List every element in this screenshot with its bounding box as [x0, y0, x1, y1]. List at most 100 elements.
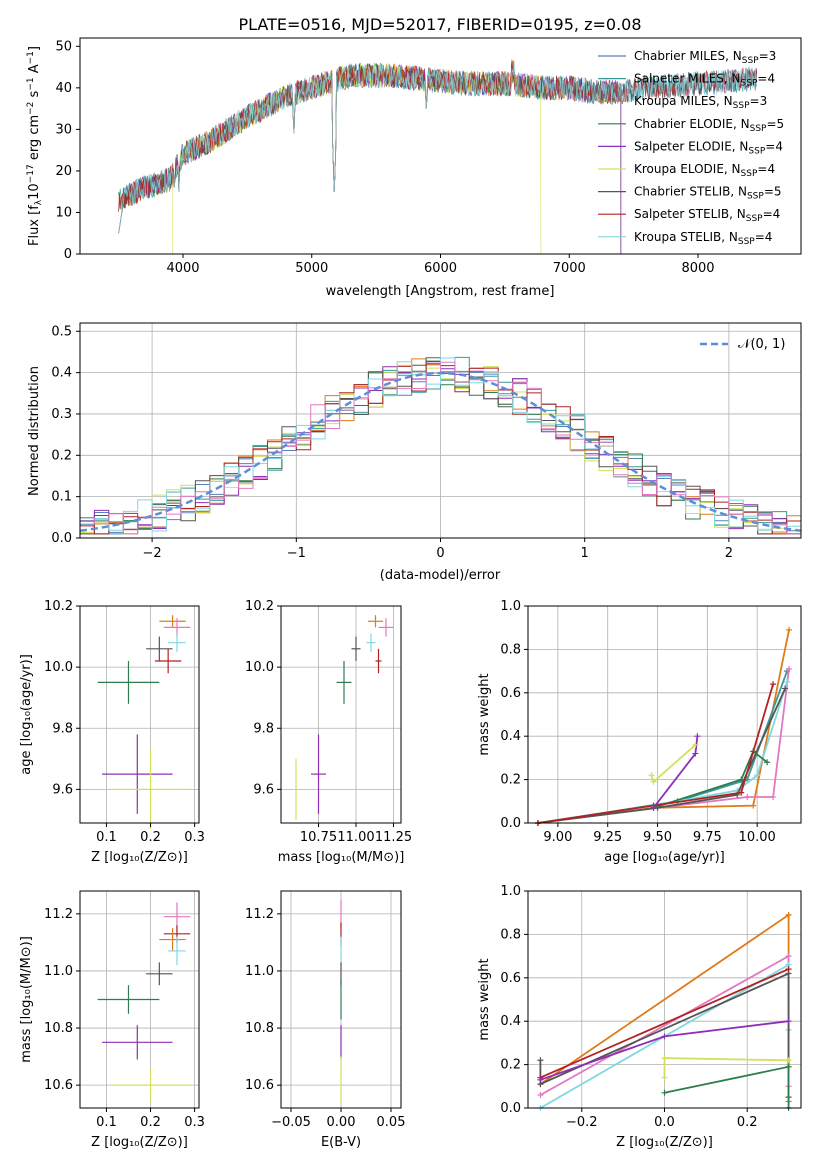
weight-marker-salpeter_elodie: [537, 1076, 544, 1083]
panel-ytick-label: 1.0: [500, 884, 521, 899]
weight-marker-kroupa_miles: [785, 911, 792, 918]
panel-ylabel: mass [log₁₀(M/M⊙)]: [19, 936, 34, 1063]
spectrum-plot-area: [118, 59, 758, 255]
panel-xtick-label: 9.00: [543, 830, 572, 845]
weight-line-salpeter_miles: [537, 670, 788, 824]
weight-marker-salpeter_elodie: [661, 1033, 668, 1040]
weight-marker-chabrier_elodie: [661, 1089, 668, 1096]
panel-ytick-label: 0.4: [500, 729, 521, 744]
weight-marker-kroupa_stelib: [754, 772, 761, 779]
panel-ytick-label: 11.0: [44, 964, 73, 979]
panel-ytick-label: 1.0: [500, 599, 521, 614]
panel-ytick-label: 0.6: [500, 686, 521, 701]
panel-ytick-label: 10.2: [44, 599, 73, 614]
mass-age-panel: 10.75 11.00 11.25 9.6 9.8 10.0 10.2 mass [log₁₀…: [245, 599, 412, 865]
weight-line-chabrier_stelib: [537, 688, 786, 824]
weight-line-kroupa_stelib: [653, 681, 788, 807]
panel-ytick-label: 10.6: [245, 1078, 274, 1093]
panel-ytick-label: 0.2: [500, 1058, 521, 1073]
panel-xtick-label: 10.75: [300, 830, 337, 845]
panel-frame: [79, 605, 200, 824]
panel-xtick-label: 9.50: [643, 830, 672, 845]
weight-line-salpeter_stelib: [540, 968, 789, 1079]
panel-ticks: 9.00 9.25 9.50 9.75 10.00 0.0 0.2 0.4 0.6 0.8 1.0: [500, 599, 775, 845]
panel-grid: [528, 605, 801, 824]
panel-xtick-label: 11.00: [337, 830, 374, 845]
panel-xtick-label: 10.00: [739, 830, 776, 845]
panel-xtick-label: 0.00: [327, 1115, 356, 1130]
weight-marker-salpeter_elodie: [694, 733, 701, 740]
weight-marker-kroupa_elodie: [661, 1074, 668, 1081]
spectrum-xtick-label: 8000: [681, 261, 714, 276]
spectrum-ytick-label: 30: [55, 122, 72, 137]
spectrum-ylabel: Flux [fλ10−17 erg cm−2 s−1 A−1]: [26, 46, 44, 246]
panel-xtick-label: 0.0: [654, 1115, 675, 1130]
panel-xtick-label: 0.05: [377, 1115, 406, 1130]
spectrum-xlabel: wavelength [Angstrom, rest frame]: [326, 284, 555, 299]
panel-frame: [79, 890, 200, 1109]
weight-line-chabrier_elodie: [653, 749, 768, 809]
panel-ticks: 10.75 11.00 11.25 9.6 9.8 10.0 10.2: [245, 599, 412, 845]
weight-marker-salpeter_stelib: [770, 681, 777, 688]
spectrum-ytick-label: 40: [55, 81, 72, 96]
panel-xtick-label: −0.2: [566, 1115, 598, 1130]
histogram-ytick-label: 0.0: [51, 531, 72, 546]
histogram-ytick-label: 0.3: [51, 407, 72, 422]
panel-ytick-label: 0.4: [500, 1014, 521, 1029]
spectrum-ytick-label: 50: [55, 39, 72, 54]
weight-marker-salpeter_stelib: [785, 966, 792, 973]
weight-marker-salpeter_elodie: [650, 804, 657, 811]
panel-xlabel: E(B-V): [321, 1135, 361, 1150]
legend-label-kroupa_stelib: Kroupa STELIB, NSSP=4: [634, 230, 772, 247]
legend-label-kroupa_miles: Kroupa MILES, NSSP=3: [634, 94, 767, 111]
panel-ytick-label: 0.0: [500, 816, 521, 831]
figure-title: PLATE=0516, MJD=52017, FIBERID=0195, z=0…: [238, 15, 641, 34]
panel-ytick-label: 9.6: [52, 782, 73, 797]
panel-ytick-label: 0.8: [500, 642, 521, 657]
histogram-ticks: −2 −1 0 1 2 0.0 0.1 0.2 0.3 0.4 0.5: [51, 324, 733, 561]
panel-xtick-label: 0.3: [184, 1115, 205, 1130]
legend-label-salpeter_miles: Salpeter MILES, NSSP=4: [634, 72, 775, 89]
histogram-xtick-label: 0: [436, 546, 444, 561]
panel-xtick-label: 9.25: [593, 830, 622, 845]
spectrum-xtick-label: 6000: [424, 261, 457, 276]
panel-xtick-label: 0.2: [737, 1115, 758, 1130]
histogram-ytick-label: 0.1: [51, 490, 72, 505]
panel-ytick-label: 9.8: [52, 721, 73, 736]
legend-label-chabrier_stelib: Chabrier STELIB, NSSP=5: [634, 185, 782, 202]
panel-xtick-label: 9.75: [693, 830, 722, 845]
weight-line-pink: [657, 668, 790, 809]
panel-xtick-label: 0.2: [140, 830, 161, 845]
weight-marker-kroupa_elodie: [692, 741, 699, 748]
weight-marker-pink: [537, 1091, 544, 1098]
histogram-xtick-label: 1: [581, 546, 589, 561]
weight-marker-pink: [786, 665, 793, 672]
weight-marker-kroupa_miles: [786, 626, 793, 633]
weight-marker-kroupa_elodie: [785, 1057, 792, 1064]
histogram-legend: 𝒩(0, 1): [700, 337, 785, 352]
spectrum-xtick-label: 4000: [166, 261, 199, 276]
panel-frame: [280, 605, 402, 824]
panel-ytick-label: 10.0: [245, 660, 274, 675]
weight-marker-chabrier_stelib: [782, 685, 789, 692]
histogram-series-pink: [80, 361, 801, 535]
age-weight-panel: 9.00 9.25 9.50 9.75 10.00 0.0 0.2 0.4 0.6 0.8 1.0 a…: [477, 599, 802, 865]
panel-xtick-label: −0.05: [271, 1115, 311, 1130]
panel-xlabel: Z [log₁₀(Z/Z⊙)]: [91, 850, 188, 865]
legend-label-salpeter_stelib: Salpeter STELIB, NSSP=4: [634, 207, 780, 224]
legend-label-salpeter_elodie: Salpeter ELODIE, NSSP=4: [634, 139, 783, 156]
spectrum-panel: 4000 5000 6000 7000 8000 0 10 20 30 40 50 waveleng…: [26, 37, 802, 299]
weight-marker-kroupa_elodie: [648, 772, 655, 779]
weight-marker-kroupa_elodie: [661, 1055, 668, 1062]
panel-ytick-label: 10.8: [44, 1021, 73, 1036]
histogram-xlabel: (data-model)/error: [380, 568, 501, 583]
panel-ticks: −0.2 0.0 0.2 0.0 0.2 0.4 0.6 0.8 1.0: [500, 884, 757, 1130]
weight-marker-pink: [785, 953, 792, 960]
panel-xlabel: age [log₁₀(age/yr)]: [604, 850, 725, 865]
weight-marker-chabrier_elodie: [785, 1063, 792, 1070]
z-age-panel: 0.1 0.2 0.3 9.6 9.8 10.0 10.2 Z [log₁₀(Z/Z⊙)] ag…: [19, 599, 205, 865]
panel-ytick-label: 0.8: [500, 927, 521, 942]
spectrum-xtick-label: 7000: [553, 261, 586, 276]
panel-ticks: 0.1 0.2 0.3 10.6 10.8 11.0 11.2: [44, 907, 205, 1130]
spectrum-ytick-label: 10: [55, 205, 72, 220]
